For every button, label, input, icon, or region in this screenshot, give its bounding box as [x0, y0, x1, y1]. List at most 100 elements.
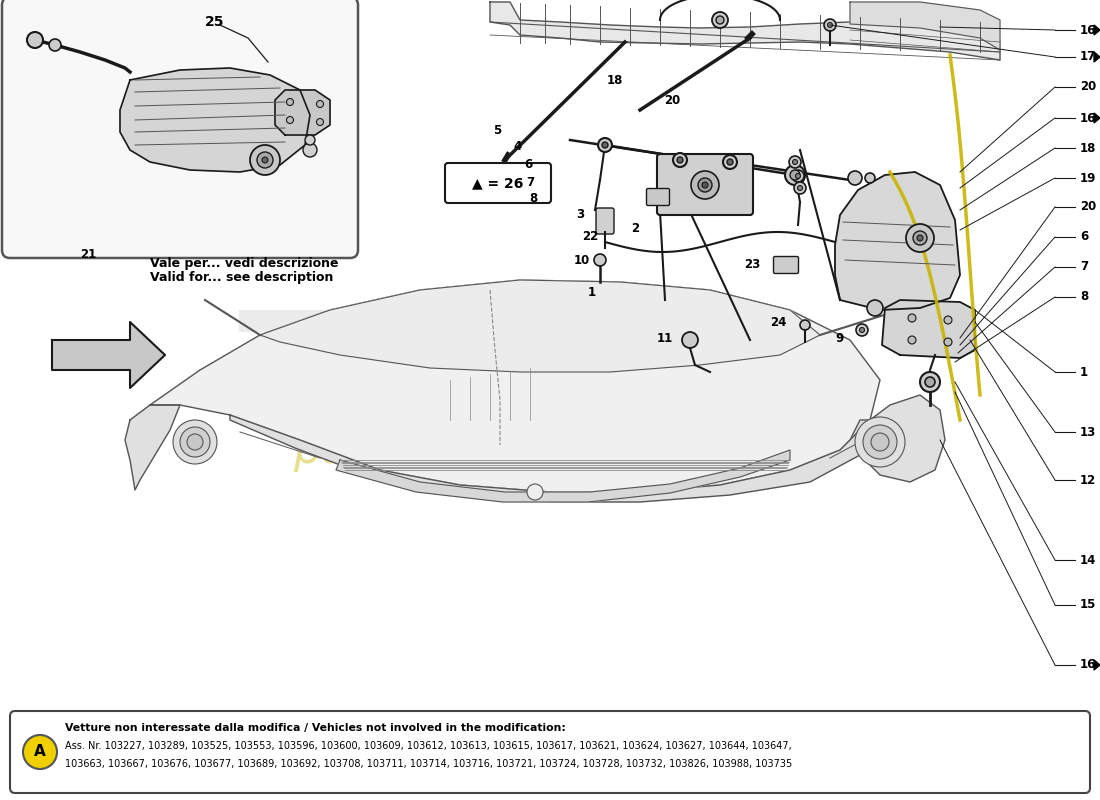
- Circle shape: [317, 101, 323, 107]
- Circle shape: [789, 156, 801, 168]
- Circle shape: [859, 327, 865, 333]
- Polygon shape: [850, 2, 1000, 50]
- Circle shape: [794, 182, 806, 194]
- Circle shape: [97, 217, 133, 253]
- Circle shape: [865, 173, 874, 183]
- Circle shape: [702, 182, 708, 188]
- Circle shape: [908, 336, 916, 344]
- Text: 14: 14: [1080, 554, 1097, 566]
- Circle shape: [871, 433, 889, 451]
- Circle shape: [187, 434, 204, 450]
- Circle shape: [23, 735, 57, 769]
- Text: 12: 12: [1080, 474, 1097, 486]
- Polygon shape: [490, 2, 1000, 60]
- Polygon shape: [336, 450, 790, 502]
- Circle shape: [944, 338, 952, 346]
- Polygon shape: [52, 322, 165, 388]
- Circle shape: [286, 98, 294, 106]
- Circle shape: [800, 320, 810, 330]
- Circle shape: [913, 231, 927, 245]
- Text: 4: 4: [514, 141, 522, 154]
- Circle shape: [792, 159, 798, 165]
- Circle shape: [824, 19, 836, 31]
- Circle shape: [598, 138, 612, 152]
- Circle shape: [173, 420, 217, 464]
- Text: 19: 19: [1080, 171, 1097, 185]
- Circle shape: [795, 174, 801, 178]
- Circle shape: [698, 178, 712, 192]
- Text: 3: 3: [576, 209, 584, 222]
- Text: 18: 18: [1080, 142, 1097, 154]
- Polygon shape: [850, 395, 945, 482]
- Circle shape: [790, 170, 800, 180]
- Polygon shape: [125, 405, 180, 490]
- Text: 13: 13: [1080, 426, 1097, 438]
- Circle shape: [864, 425, 896, 459]
- FancyBboxPatch shape: [10, 711, 1090, 793]
- Text: 2: 2: [631, 222, 639, 234]
- Text: 20: 20: [664, 94, 680, 106]
- Circle shape: [848, 171, 862, 185]
- Circle shape: [527, 484, 543, 500]
- Circle shape: [785, 165, 805, 185]
- Polygon shape: [1094, 113, 1100, 123]
- Circle shape: [317, 118, 323, 126]
- Text: A: A: [34, 745, 46, 759]
- Polygon shape: [120, 68, 310, 172]
- Polygon shape: [260, 280, 820, 372]
- Polygon shape: [275, 90, 330, 135]
- Circle shape: [50, 39, 60, 51]
- Circle shape: [305, 135, 315, 145]
- Text: Vetture non interessate dalla modifica / Vehicles not involved in the modificati: Vetture non interessate dalla modifica /…: [65, 723, 565, 733]
- Circle shape: [180, 427, 210, 457]
- Circle shape: [798, 186, 803, 190]
- Text: 15: 15: [1080, 598, 1097, 611]
- Polygon shape: [230, 415, 870, 502]
- Circle shape: [682, 332, 698, 348]
- Circle shape: [602, 142, 608, 148]
- Circle shape: [944, 316, 952, 324]
- FancyBboxPatch shape: [596, 208, 614, 234]
- Circle shape: [856, 324, 868, 336]
- Text: 5: 5: [493, 123, 502, 137]
- Text: 23: 23: [744, 258, 760, 271]
- Text: 24: 24: [770, 317, 786, 330]
- Text: 8: 8: [1080, 290, 1088, 303]
- Text: 6: 6: [524, 158, 532, 171]
- Text: 20: 20: [1080, 201, 1097, 214]
- Polygon shape: [882, 300, 975, 358]
- Text: 22: 22: [582, 230, 598, 243]
- Circle shape: [716, 16, 724, 24]
- Circle shape: [111, 231, 119, 239]
- Text: 25: 25: [206, 15, 224, 29]
- Text: ▲ = 26: ▲ = 26: [472, 176, 524, 190]
- Text: 7: 7: [526, 175, 535, 189]
- Circle shape: [925, 377, 935, 387]
- Circle shape: [111, 231, 119, 239]
- FancyBboxPatch shape: [87, 214, 143, 255]
- Circle shape: [855, 417, 905, 467]
- Polygon shape: [1094, 25, 1100, 35]
- Text: 20: 20: [1080, 81, 1097, 94]
- Circle shape: [676, 157, 683, 163]
- Circle shape: [723, 155, 737, 169]
- Text: 16: 16: [1080, 658, 1097, 671]
- Circle shape: [594, 254, 606, 266]
- Circle shape: [917, 235, 923, 241]
- FancyBboxPatch shape: [2, 0, 358, 258]
- Circle shape: [792, 170, 804, 182]
- Text: 6: 6: [1080, 230, 1088, 243]
- Text: Valid for... see description: Valid for... see description: [150, 271, 333, 285]
- Text: 16: 16: [1080, 23, 1097, 37]
- Circle shape: [302, 143, 317, 157]
- Circle shape: [104, 225, 125, 245]
- Text: 16: 16: [1080, 111, 1097, 125]
- Circle shape: [104, 225, 125, 245]
- Text: 103663, 103667, 103676, 103677, 103689, 103692, 103708, 103711, 103714, 103716, : 103663, 103667, 103676, 103677, 103689, …: [65, 759, 792, 769]
- Circle shape: [257, 152, 273, 168]
- Circle shape: [28, 32, 43, 48]
- Text: 9: 9: [836, 331, 844, 345]
- Circle shape: [827, 22, 833, 27]
- Circle shape: [920, 372, 940, 392]
- Text: 10: 10: [574, 254, 590, 266]
